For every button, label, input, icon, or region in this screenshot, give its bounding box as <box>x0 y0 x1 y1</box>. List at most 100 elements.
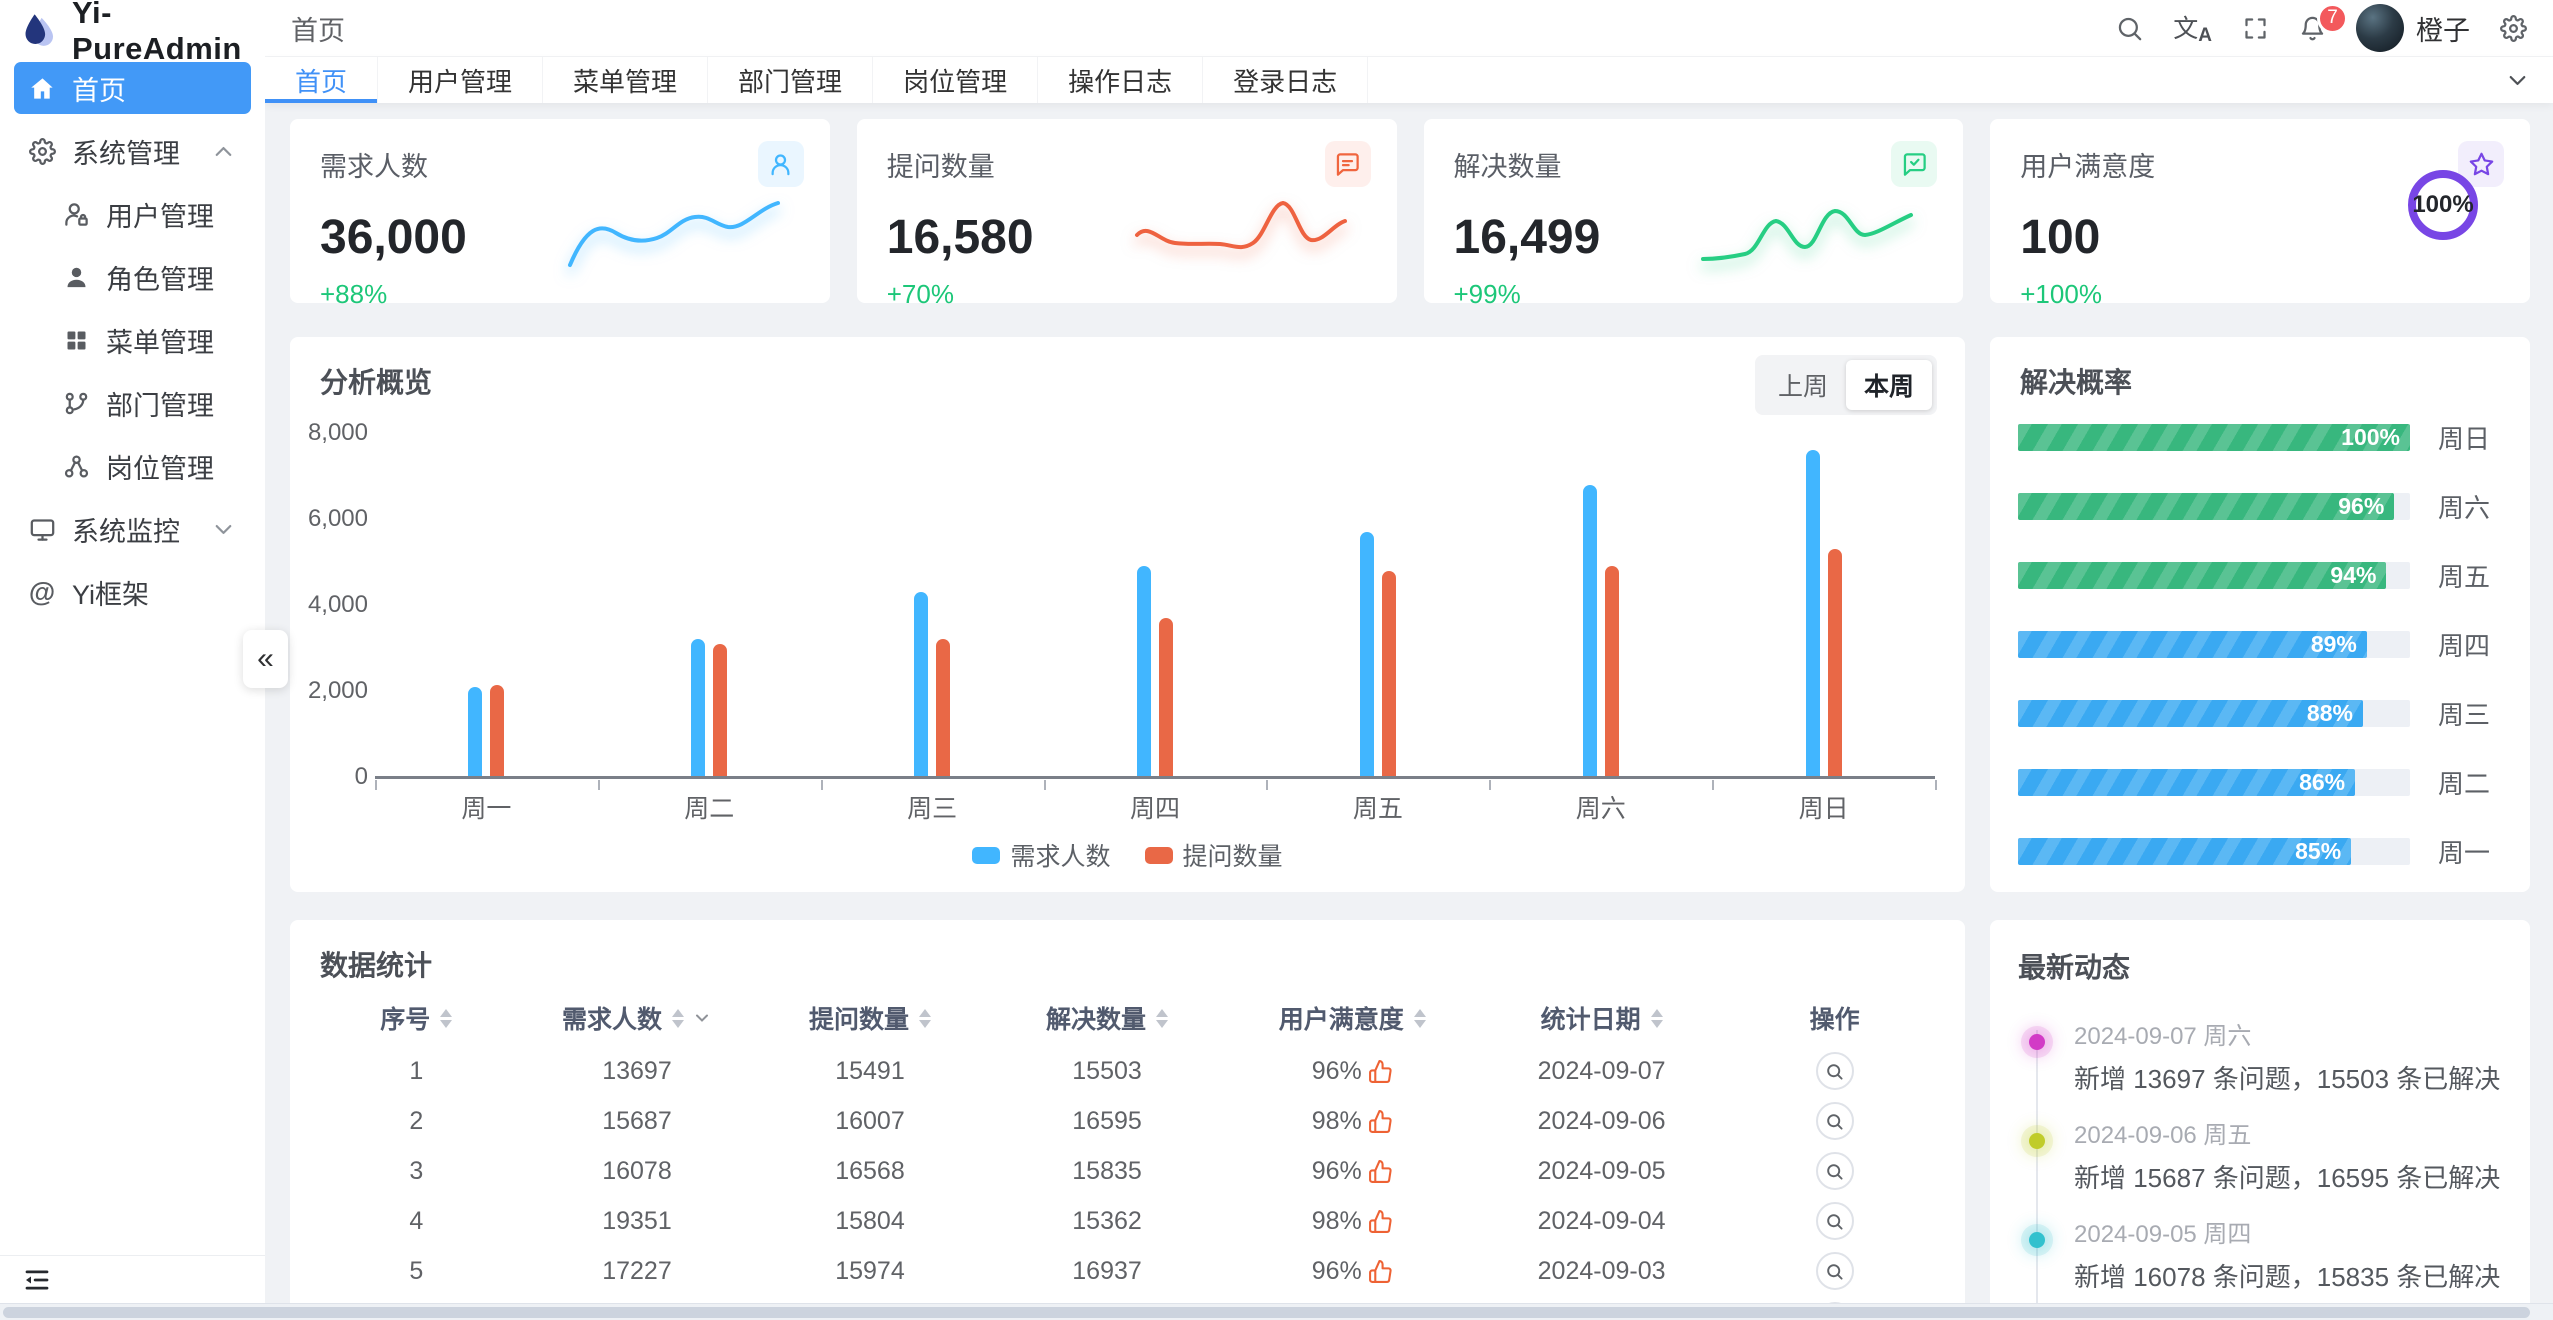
sidebar-item-post-manage[interactable]: 岗位管理 <box>14 440 251 492</box>
tab-post-manage[interactable]: 岗位管理 <box>873 57 1039 103</box>
tab-home[interactable]: 首页 <box>265 57 379 103</box>
user-menu[interactable]: 橙子 <box>2356 4 2470 52</box>
bar-group <box>375 433 598 777</box>
bar-需求人数 <box>1137 566 1151 777</box>
sort-carets-icon[interactable] <box>1156 1008 1169 1028</box>
bar-提问数量 <box>1604 566 1619 777</box>
timeline-item: 2024-09-07 周六 新增 13697 条问题，15503 条已解决 <box>2018 1016 2502 1096</box>
sort-carets-icon[interactable] <box>918 1008 931 1028</box>
table-cell: 15362 <box>1072 1206 1142 1235</box>
bar-需求人数 <box>1805 450 1820 777</box>
timeline-item: 2024-09-06 周五 新增 15687 条问题，16595 条已解决 <box>2018 1115 2502 1195</box>
sort-carets-icon[interactable] <box>1413 1008 1426 1028</box>
menu-fold-icon[interactable] <box>22 1265 52 1295</box>
horizontal-scrollbar[interactable] <box>0 1303 2553 1320</box>
notification-badge: 7 <box>2317 2 2348 34</box>
timeline-item: 2024-09-05 周四 新增 16078 条问题，15835 条已解决 <box>2018 1214 2502 1294</box>
sidebar-item-home[interactable]: 首页 <box>14 62 251 114</box>
progress-fill: 96% <box>2018 493 2395 520</box>
tab-operation-log[interactable]: 操作日志 <box>1038 57 1204 103</box>
app-logo[interactable]: Yi-PureAdmin <box>0 0 265 66</box>
table-header-cell: 操作 <box>1809 1006 1860 1034</box>
timeline-dot-icon <box>2029 1034 2045 1050</box>
table-cell <box>1724 1052 1945 1090</box>
stat-card-demand: 需求人数 36,000 +88% <box>290 119 830 309</box>
table-header-cell[interactable]: 解决数量 <box>989 1000 1226 1036</box>
tab-login-log[interactable]: 登录日志 <box>1203 57 1369 103</box>
bar-group <box>1044 433 1267 777</box>
panel-title: 分析概览 <box>320 367 433 398</box>
progress-track: 88% <box>2018 700 2410 727</box>
progress-track: 85% <box>2018 838 2410 865</box>
sidebar-item-label: 系统管理 <box>72 138 180 169</box>
scrollbar-thumb[interactable] <box>3 1307 2531 1318</box>
table-cell <box>1724 1202 1945 1240</box>
table-cell: 98% <box>1226 1107 1479 1136</box>
stat-delta: +99% <box>1453 279 1521 309</box>
progress-label: 周二 <box>2438 769 2491 799</box>
sidebar-item-yi-framework[interactable]: @ Yi框架 <box>14 566 251 618</box>
settings-gear-icon[interactable] <box>2500 14 2527 42</box>
table-row: 2 15687 16007 16595 98% 2024-09-06 <box>310 1096 1945 1146</box>
sort-carets-icon[interactable] <box>672 1008 684 1028</box>
sort-carets-icon[interactable] <box>440 1008 453 1028</box>
table-cell: 4 <box>409 1206 424 1235</box>
table-cell: 15491 <box>835 1056 905 1085</box>
table-cell: 15835 <box>1072 1156 1142 1185</box>
sidebar-item-system-manage[interactable]: 系统管理 <box>14 125 251 177</box>
stat-card-satisfaction: 用户满意度 100 +100% 100% <box>1990 119 2530 309</box>
thumbs-up-icon <box>1368 1109 1393 1134</box>
bell-icon[interactable]: 7 <box>2299 2 2348 42</box>
fullscreen-icon[interactable] <box>2242 15 2269 42</box>
tab-menu-manage[interactable]: 菜单管理 <box>543 57 709 103</box>
legend-item[interactable]: 提问数量 <box>1144 837 1283 873</box>
progress-fill: 94% <box>2018 562 2387 589</box>
this-week-button[interactable]: 本周 <box>1845 360 1932 410</box>
sidebar-item-label: 部门管理 <box>106 390 214 421</box>
view-row-button[interactable] <box>1815 1202 1854 1240</box>
last-week-button[interactable]: 上周 <box>1760 360 1846 410</box>
legend-item[interactable]: 需求人数 <box>972 837 1111 873</box>
stat-delta: +88% <box>320 279 388 309</box>
tab-user-manage[interactable]: 用户管理 <box>378 57 544 103</box>
progress-fill: 85% <box>2018 838 2352 865</box>
table-cell: 2 <box>409 1106 424 1135</box>
view-row-button[interactable] <box>1815 1252 1854 1290</box>
chart-x-labels: 周一 周二 周三 周四 周五 周六 周日 <box>375 789 1935 825</box>
sidebar-collapse-button[interactable]: « <box>243 630 288 688</box>
sidebar-item-label: 菜单管理 <box>106 327 214 358</box>
bar-需求人数 <box>468 686 483 777</box>
sort-carets-icon[interactable] <box>1650 1008 1663 1028</box>
sidebar-item-role-manage[interactable]: 角色管理 <box>14 251 251 303</box>
bar-提问数量 <box>713 643 728 777</box>
sidebar-item-label: 系统监控 <box>72 516 180 547</box>
view-row-button[interactable] <box>1815 1152 1854 1190</box>
search-icon[interactable] <box>2116 15 2143 42</box>
timeline-connector <box>2036 1030 2038 1320</box>
sidebar-item-system-monitor[interactable]: 系统监控 <box>14 503 251 555</box>
solve-rate-row: 96% 周六 <box>2018 472 2510 541</box>
translate-icon[interactable]: 文A <box>2173 15 2212 46</box>
table-cell: 96% <box>1226 1157 1479 1186</box>
progress-percent: 100% <box>2341 424 2400 450</box>
avatar <box>2356 4 2404 52</box>
x-axis-label: 周二 <box>684 795 735 823</box>
view-row-button[interactable] <box>1815 1052 1854 1090</box>
tabs-dropdown-chevron-icon[interactable] <box>2482 57 2553 103</box>
table-header-cell[interactable]: 统计日期 <box>1479 1000 1724 1036</box>
timeline-dot-icon <box>2029 1133 2045 1149</box>
column-chevron-down-icon[interactable] <box>692 1008 712 1028</box>
sidebar-item-menu-manage[interactable]: 菜单管理 <box>14 314 251 366</box>
bar-group <box>598 433 821 777</box>
table-header-cell[interactable]: 提问数量 <box>751 1000 988 1036</box>
at-icon: @ <box>28 576 56 607</box>
tab-department-manage[interactable]: 部门管理 <box>708 57 874 103</box>
view-row-button[interactable] <box>1815 1102 1854 1140</box>
table-header-cell[interactable]: 需求人数 <box>523 1000 752 1036</box>
sidebar-item-department-manage[interactable]: 部门管理 <box>14 377 251 429</box>
bar-需求人数 <box>914 592 929 777</box>
sidebar-item-user-manage[interactable]: 用户管理 <box>14 188 251 240</box>
table-header-cell[interactable]: 用户满意度 <box>1226 1000 1479 1036</box>
table-header-cell[interactable]: 序号 <box>310 1000 523 1036</box>
progress-percent: 86% <box>2299 769 2346 795</box>
